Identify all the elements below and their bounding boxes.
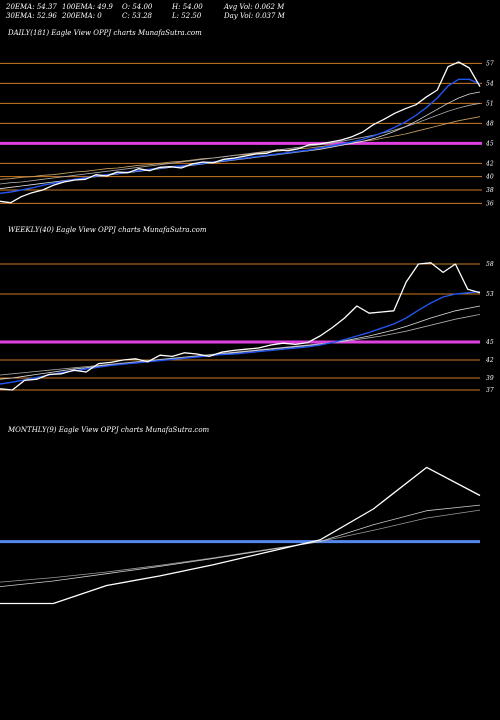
close-label: C: 53.28 xyxy=(122,12,152,20)
ema30-label: 30EMA: 52.96 xyxy=(6,12,57,20)
weekly-tick-label: 39 xyxy=(486,375,494,382)
ema200-label: 200EMA: 0 xyxy=(62,12,102,20)
weekly-panel-label: WEEKLY(40) Eagle View OPPJ charts Munafa… xyxy=(8,226,207,234)
daily-tick-label: 54 xyxy=(486,80,494,87)
weekly-tick-label: 37 xyxy=(486,387,494,394)
weekly-chart: 58 53 45 42 39 37 xyxy=(0,261,494,394)
daily-tick-label: 57 xyxy=(486,60,494,67)
open-label: O: 54.00 xyxy=(122,3,153,11)
monthly-price-line xyxy=(0,466,481,605)
daily-average-line-1 xyxy=(0,78,481,194)
daily-tick-label: 40 xyxy=(485,174,494,181)
weekly-tick-label: 45 xyxy=(485,339,494,346)
daily-tick-label: 42 xyxy=(485,160,494,167)
weekly-tick-label: 53 xyxy=(486,291,494,298)
ema100-label: 100EMA: 49.9 xyxy=(62,3,113,11)
day-vol-label: Day Vol: 0.037 M xyxy=(224,12,285,20)
daily-average-line-2 xyxy=(0,91,481,190)
daily-tick-label: 36 xyxy=(486,200,494,207)
high-label: H: 54.00 xyxy=(172,3,203,11)
daily-tick-label: 48 xyxy=(485,120,494,127)
daily-tick-label: 51 xyxy=(486,100,494,107)
daily-panel-label: DAILY(181) Eagle View OPPJ charts Munafa… xyxy=(8,29,202,37)
monthly-chart xyxy=(0,466,481,605)
ema20-label: 20EMA: 54.37 xyxy=(6,3,57,11)
daily-chart: 57 54 51 48 45 42 40 38 36 xyxy=(0,60,494,207)
low-label: L: 52.50 xyxy=(172,12,202,20)
weekly-average-line-2 xyxy=(0,305,481,380)
daily-price-line xyxy=(0,61,481,204)
monthly-panel-label: MONTHLY(9) Eagle View OPPJ charts Munafa… xyxy=(8,426,210,434)
daily-average-line-3 xyxy=(0,102,481,185)
avg-vol-label: Avg Vol: 0.062 M xyxy=(224,3,285,11)
monthly-average-line-1 xyxy=(0,504,481,587)
monthly-average-line-2 xyxy=(0,509,481,583)
daily-tick-label: 45 xyxy=(485,140,494,147)
weekly-tick-label: 58 xyxy=(486,261,494,268)
weekly-tick-label: 42 xyxy=(485,357,494,364)
weekly-price-line xyxy=(0,262,481,391)
weekly-average-line-3 xyxy=(0,314,481,376)
weekly-average-line-1 xyxy=(0,290,481,385)
daily-tick-label: 38 xyxy=(486,187,494,194)
